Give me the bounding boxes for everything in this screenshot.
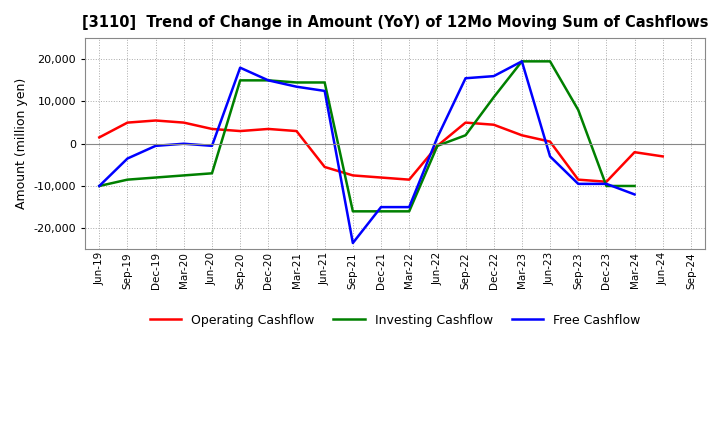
Operating Cashflow [264,126,273,132]
Investing Cashflow [630,183,639,189]
Investing Cashflow [264,78,273,83]
Operating Cashflow [123,120,132,125]
Investing Cashflow [574,107,582,113]
Free Cashflow [602,181,611,187]
Free Cashflow [292,84,301,89]
Investing Cashflow [320,80,329,85]
Operating Cashflow [405,177,413,182]
Operating Cashflow [518,132,526,138]
Operating Cashflow [95,135,104,140]
Free Cashflow [320,88,329,94]
Operating Cashflow [490,122,498,127]
Free Cashflow [123,156,132,161]
Operating Cashflow [602,179,611,184]
Operating Cashflow [574,177,582,182]
Investing Cashflow [490,95,498,100]
Free Cashflow [546,154,554,159]
Investing Cashflow [405,209,413,214]
Free Cashflow [151,143,160,148]
Free Cashflow [574,181,582,187]
Operating Cashflow [658,154,667,159]
Free Cashflow [95,183,104,189]
Free Cashflow [630,192,639,197]
Y-axis label: Amount (million yen): Amount (million yen) [15,78,28,209]
Operating Cashflow [207,126,216,132]
Line: Operating Cashflow: Operating Cashflow [99,121,662,182]
Investing Cashflow [348,209,357,214]
Investing Cashflow [151,175,160,180]
Operating Cashflow [320,164,329,169]
Free Cashflow [236,65,245,70]
Operating Cashflow [236,128,245,134]
Investing Cashflow [236,78,245,83]
Title: [3110]  Trend of Change in Amount (YoY) of 12Mo Moving Sum of Cashflows: [3110] Trend of Change in Amount (YoY) o… [82,15,708,30]
Operating Cashflow [292,128,301,134]
Free Cashflow [348,240,357,246]
Line: Free Cashflow: Free Cashflow [99,61,634,243]
Investing Cashflow [602,183,611,189]
Free Cashflow [405,205,413,210]
Operating Cashflow [630,150,639,155]
Free Cashflow [490,73,498,79]
Investing Cashflow [292,80,301,85]
Operating Cashflow [377,175,385,180]
Operating Cashflow [179,120,188,125]
Operating Cashflow [462,120,470,125]
Investing Cashflow [207,171,216,176]
Investing Cashflow [546,59,554,64]
Investing Cashflow [123,177,132,182]
Free Cashflow [264,78,273,83]
Operating Cashflow [546,139,554,144]
Legend: Operating Cashflow, Investing Cashflow, Free Cashflow: Operating Cashflow, Investing Cashflow, … [145,309,645,332]
Investing Cashflow [95,183,104,189]
Free Cashflow [179,141,188,147]
Investing Cashflow [179,173,188,178]
Operating Cashflow [348,173,357,178]
Investing Cashflow [433,143,441,148]
Free Cashflow [433,135,441,140]
Investing Cashflow [462,132,470,138]
Free Cashflow [518,59,526,64]
Investing Cashflow [377,209,385,214]
Investing Cashflow [518,59,526,64]
Operating Cashflow [151,118,160,123]
Free Cashflow [377,205,385,210]
Operating Cashflow [433,143,441,148]
Free Cashflow [207,143,216,148]
Free Cashflow [462,76,470,81]
Line: Investing Cashflow: Investing Cashflow [99,61,634,211]
